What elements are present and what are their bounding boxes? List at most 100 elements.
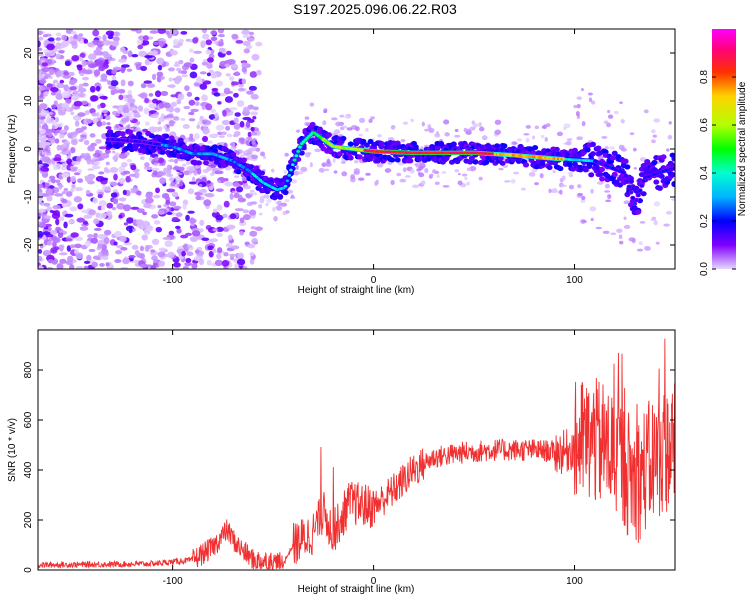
noise-blob — [83, 126, 87, 130]
noise-blob — [141, 234, 148, 241]
ridge-core — [634, 198, 639, 202]
ridge-halo — [557, 165, 564, 172]
noise-blob — [55, 37, 62, 41]
noise-blob — [112, 36, 120, 42]
noise-blob — [275, 201, 282, 205]
noise-blob — [116, 202, 125, 210]
noise-blob — [580, 87, 584, 92]
noise-blob — [135, 219, 144, 226]
noise-blob — [208, 133, 218, 138]
noise-blob — [166, 164, 171, 170]
ridge-halo — [651, 159, 658, 166]
noise-blob — [136, 39, 143, 45]
noise-blob — [153, 258, 158, 264]
noise-blob — [249, 230, 258, 237]
noise-blob — [49, 209, 54, 214]
noise-blob — [130, 206, 140, 210]
noise-blob — [198, 228, 204, 233]
noise-blob — [40, 163, 50, 168]
y-tick-label: 200 — [23, 511, 34, 528]
noise-blob — [118, 94, 124, 101]
noise-blob — [129, 115, 134, 121]
noise-blob — [182, 163, 187, 167]
noise-blob — [127, 98, 136, 104]
noise-blob — [512, 141, 518, 145]
noise-blob — [304, 152, 311, 158]
noise-blob — [589, 206, 597, 212]
noise-blob — [651, 129, 656, 134]
noise-blob — [166, 173, 174, 177]
noise-blob — [100, 250, 109, 258]
noise-blob — [217, 131, 223, 136]
noise-blob — [39, 128, 47, 135]
noise-blob — [90, 237, 98, 244]
noise-blob — [140, 65, 148, 72]
noise-blob — [151, 214, 159, 219]
noise-blob — [47, 132, 53, 138]
noise-blob — [56, 263, 64, 269]
noise-blob — [607, 109, 611, 114]
noise-blob — [170, 121, 176, 124]
noise-blob — [125, 94, 133, 99]
noise-blob — [643, 109, 649, 114]
noise-blob — [64, 147, 68, 151]
ridge-halo — [450, 141, 457, 147]
noise-blob — [39, 103, 48, 110]
noise-blob — [323, 108, 328, 113]
noise-blob — [239, 217, 245, 224]
noise-blob — [109, 32, 114, 37]
noise-blob — [194, 191, 203, 196]
ridge-halo — [532, 145, 539, 151]
noise-blob — [110, 79, 119, 87]
noise-blob — [55, 226, 62, 232]
noise-blob — [137, 93, 146, 98]
noise-blob — [560, 184, 567, 187]
noise-blob — [309, 102, 315, 107]
noise-blob — [71, 95, 77, 100]
noise-blob — [38, 53, 45, 57]
noise-blob — [165, 117, 173, 121]
noise-blob — [38, 30, 43, 36]
noise-blob — [60, 129, 67, 134]
noise-blob — [576, 136, 584, 141]
noise-blob — [213, 92, 221, 97]
noise-blob — [136, 121, 141, 125]
noise-blob — [214, 170, 224, 175]
noise-blob — [95, 138, 102, 144]
noise-blob — [65, 98, 71, 104]
noise-blob — [91, 112, 98, 117]
noise-blob — [420, 180, 426, 186]
noise-blob — [86, 118, 93, 124]
noise-blob — [250, 131, 258, 136]
noise-blob — [183, 170, 190, 176]
noise-blob — [102, 34, 107, 42]
noise-blob — [97, 194, 103, 199]
noise-blob — [242, 106, 250, 113]
noise-blob — [251, 237, 259, 245]
noise-blob — [183, 105, 191, 110]
ridge-halo — [595, 145, 602, 151]
noise-blob — [55, 53, 61, 60]
noise-blob — [606, 122, 612, 128]
noise-blob — [354, 160, 359, 164]
noise-blob — [629, 132, 635, 136]
noise-blob — [58, 50, 65, 54]
noise-blob — [75, 252, 84, 260]
noise-blob — [43, 215, 52, 220]
noise-blob — [619, 101, 623, 105]
noise-blob — [38, 90, 41, 97]
noise-blob — [118, 165, 126, 173]
noise-blob — [97, 243, 103, 249]
noise-blob — [76, 64, 83, 71]
noise-blob — [133, 114, 142, 118]
noise-blob — [238, 137, 244, 143]
noise-blob — [45, 145, 50, 149]
noise-blob — [236, 258, 246, 266]
noise-blob — [249, 189, 255, 193]
noise-blob — [242, 214, 251, 221]
noise-blob — [248, 85, 257, 91]
noise-blob — [252, 116, 257, 120]
noise-blob — [53, 209, 61, 217]
noise-blob — [409, 168, 415, 174]
noise-blob — [81, 59, 87, 67]
